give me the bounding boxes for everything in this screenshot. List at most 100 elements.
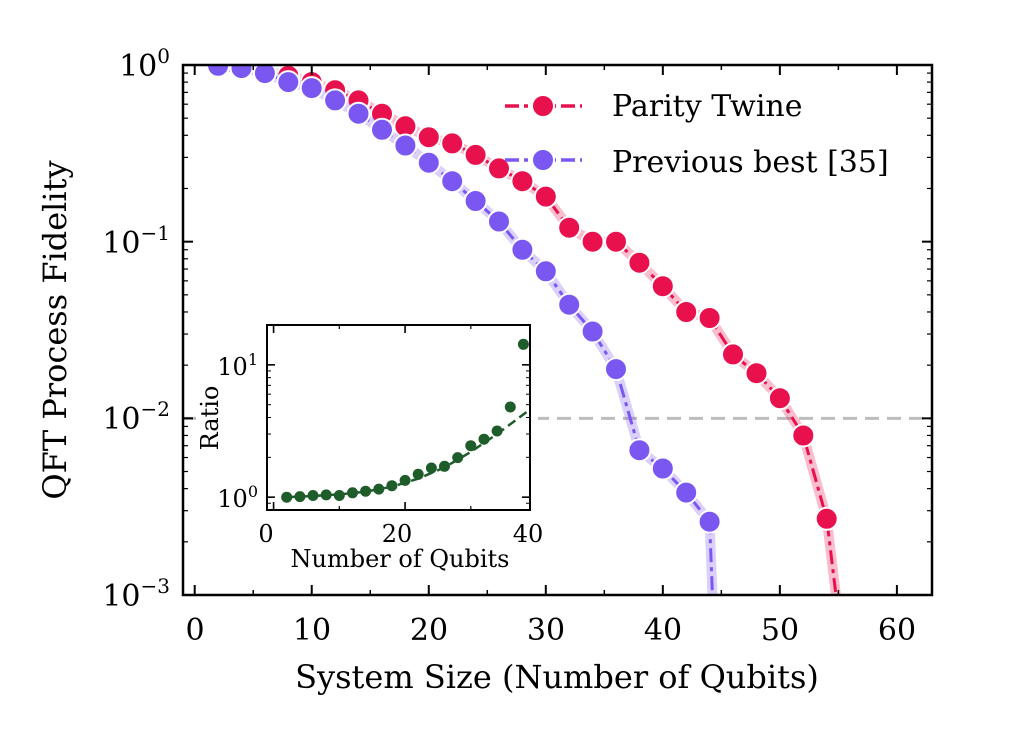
- y-axis-title: QFT Process Fidelity: [36, 160, 74, 499]
- inset-data-point: [504, 401, 516, 413]
- inset-data-point: [294, 491, 306, 503]
- data-point-parity-twine: [533, 184, 558, 209]
- data-point-parity-twine: [627, 250, 652, 275]
- data-point-previous-best: [487, 209, 511, 234]
- data-point-previous-best: [440, 169, 465, 194]
- y-tick-base: 10: [119, 49, 157, 84]
- main-axis-ticks: [183, 64, 932, 596]
- data-point-parity-twine: [650, 274, 675, 299]
- data-point-parity-twine: [767, 386, 792, 411]
- inset-y-tick-exp: 0: [248, 482, 258, 501]
- inset-x-tick-label: 0: [258, 520, 273, 548]
- inset-x-tick-label: 40: [513, 520, 544, 548]
- y-tick-exp: 0: [157, 44, 170, 68]
- x-tick-label: 50: [761, 613, 799, 648]
- x-tick-label: 60: [878, 613, 916, 648]
- y-tick-exp: −2: [141, 397, 170, 421]
- inset-data-point: [399, 474, 411, 486]
- inset-x-axis-title: Number of Qubits: [291, 545, 510, 573]
- legend-label-previous-best: Previous best [35]: [612, 145, 889, 180]
- inset-data-point: [439, 460, 450, 472]
- y-tick-exp: −3: [141, 574, 170, 598]
- data-point-previous-best: [323, 88, 348, 113]
- data-point-previous-best: [393, 133, 418, 158]
- main-plot-frame: [181, 63, 934, 597]
- data-point-previous-best: [604, 357, 628, 382]
- inset-data-point: [452, 452, 464, 464]
- y-tick-base: 10: [102, 402, 140, 437]
- inset-data-point: [333, 490, 345, 501]
- data-point-previous-best: [650, 456, 675, 481]
- inset-data-point: [307, 490, 319, 501]
- data-point-previous-best: [627, 438, 652, 463]
- inset-data-point: [373, 483, 385, 495]
- inset-chart: 100 101 0 20 40 Number of Qubits Ratio: [196, 316, 543, 580]
- x-tick-label: 40: [644, 613, 682, 648]
- x-tick-labels: 0 10 20 30 40 50 60: [185, 613, 916, 648]
- data-point-parity-twine: [697, 306, 722, 330]
- inset-y-tick-label: 100: [217, 482, 258, 513]
- data-point-parity-twine: [721, 342, 745, 367]
- data-point-parity-twine: [580, 229, 605, 254]
- legend-marker-previous-best: [531, 148, 555, 172]
- data-point-previous-best: [580, 319, 605, 344]
- inset-x-tick-label: 20: [382, 520, 413, 548]
- inset-data-point: [347, 487, 358, 499]
- data-point-previous-best: [416, 150, 441, 175]
- x-tick-label: 20: [410, 613, 448, 648]
- inset-data-point: [281, 491, 293, 503]
- inset-data-point: [386, 480, 398, 492]
- inset-data-point: [412, 468, 424, 480]
- inset-series-group: [281, 338, 530, 503]
- data-point-previous-best: [697, 509, 722, 534]
- inset-y-tick-base: 10: [217, 353, 248, 381]
- y-tick-label: 100: [119, 44, 170, 84]
- y-tick-labels: 100 10−1 10−2 10−3: [102, 44, 170, 614]
- x-tick-label: 10: [293, 613, 331, 648]
- y-tick-label: 10−2: [102, 397, 170, 437]
- inset-data-point: [320, 489, 332, 501]
- x-axis-title: System Size (Number of Qubits): [295, 658, 819, 696]
- x-tick-label: 0: [185, 613, 204, 648]
- legend-item-previous-best: Previous best [35]: [505, 145, 889, 180]
- inset-y-tick-label: 101: [217, 350, 258, 381]
- data-point-previous-best: [346, 101, 371, 126]
- data-point-previous-best: [276, 70, 301, 95]
- inset-data-point: [425, 462, 437, 474]
- data-point-previous-best: [299, 76, 324, 101]
- data-point-previous-best: [510, 237, 535, 262]
- data-point-parity-twine: [604, 229, 628, 254]
- data-point-previous-best: [463, 189, 488, 213]
- data-point-parity-twine: [416, 125, 441, 150]
- data-point-parity-twine: [791, 423, 816, 448]
- inset-y-axis-title: Ratio: [196, 386, 224, 451]
- main-series-group: [206, 65, 842, 595]
- data-point-previous-best: [674, 480, 699, 505]
- legend: Parity Twine Previous best [35]: [505, 89, 889, 180]
- inset-y-tick-exp: 1: [248, 350, 258, 369]
- inset-data-point: [478, 433, 490, 445]
- data-point-parity-twine: [487, 156, 511, 181]
- y-tick-exp: −1: [141, 221, 170, 245]
- data-point-previous-best: [370, 117, 394, 142]
- data-point-parity-twine: [557, 215, 582, 240]
- data-point-parity-twine: [510, 169, 535, 194]
- data-point-parity-twine: [463, 142, 488, 167]
- inset-data-point: [517, 338, 529, 350]
- y-tick-base: 10: [102, 579, 140, 614]
- data-point-previous-best: [229, 65, 254, 81]
- data-point-previous-best: [252, 65, 277, 86]
- x-tick-label: 30: [527, 613, 565, 648]
- legend-label-parity-twine: Parity Twine: [612, 89, 803, 124]
- inset-data-point: [360, 485, 372, 497]
- inset-data-point: [465, 440, 477, 452]
- legend-item-parity-twine: Parity Twine: [505, 89, 803, 124]
- inset-background: [196, 316, 538, 580]
- series-line-parity-twine: [218, 65, 838, 595]
- legend-marker-parity-twine: [531, 94, 555, 118]
- data-point-parity-twine: [440, 131, 465, 156]
- data-point-parity-twine: [674, 300, 699, 324]
- data-point-previous-best: [533, 259, 558, 284]
- inset-axis-ticks: [267, 324, 530, 510]
